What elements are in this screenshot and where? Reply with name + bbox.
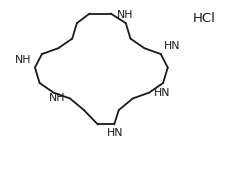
Text: HN: HN [154, 88, 170, 98]
Text: HCl: HCl [192, 12, 215, 25]
Text: HN: HN [164, 41, 181, 51]
Text: NH: NH [15, 55, 31, 65]
Text: NH: NH [116, 10, 133, 20]
Text: NH: NH [49, 93, 65, 103]
Text: HN: HN [107, 128, 123, 138]
